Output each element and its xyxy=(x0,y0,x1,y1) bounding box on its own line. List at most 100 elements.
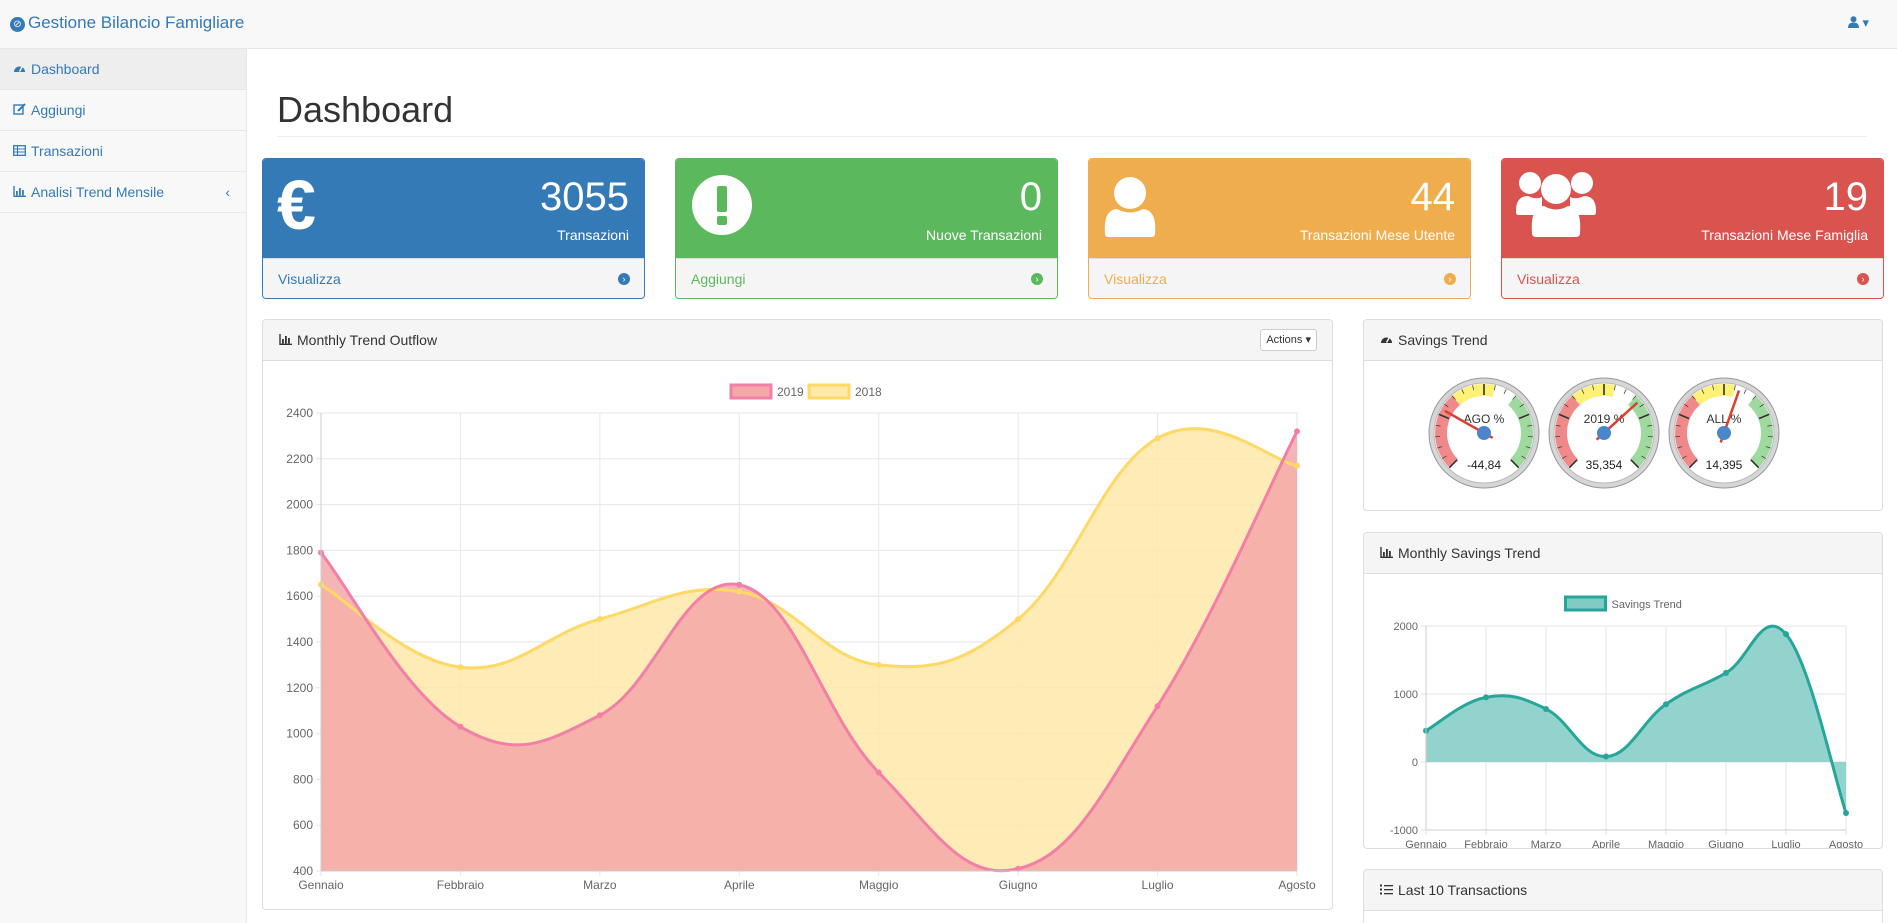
last-10-transactions-panel: Last 10 Transactions xyxy=(1363,869,1883,923)
x-tick-label: Agosto xyxy=(1829,839,1863,848)
monthly-savings-chart: -1000 0 1000 2000 Gennaio Febbraio Marzo Aprile… xyxy=(1390,595,1863,848)
x-tick-label: Aprile xyxy=(1592,839,1620,848)
arrow-circle-right-icon: › xyxy=(618,273,630,285)
divider xyxy=(277,136,1867,137)
stat-link-visualizza[interactable]: Visualizza › xyxy=(1502,258,1883,298)
gauge-value: 35,354 xyxy=(1586,458,1623,472)
x-tick-label: Agosto xyxy=(1278,878,1316,892)
stat-link-visualizza[interactable]: Visualizza › xyxy=(1089,258,1470,298)
dashboard-icon xyxy=(13,50,31,90)
outflow-chart: 400 600 800 1000 1200 1400 1600 1800 2000 2200 240… xyxy=(286,383,1316,892)
stat-card-transazioni-mese-utente: 44 Transazioni Mese Utente Visualizza › xyxy=(1088,158,1471,299)
y-tick-label: 2400 xyxy=(286,406,313,420)
series-area-2019 xyxy=(321,431,1297,871)
gauge-tick xyxy=(1701,389,1705,394)
y-tick-label: 600 xyxy=(293,818,313,832)
data-point xyxy=(1294,428,1300,435)
gauge-tick xyxy=(1639,403,1644,408)
x-tick-label: Maggio xyxy=(859,878,899,892)
stat-label: Transazioni xyxy=(557,227,629,243)
legend-swatch xyxy=(729,383,773,400)
stat-card-nuove-transazioni: 0 Nuove Transazioni Aggiungi › xyxy=(675,158,1058,299)
gauge-tick xyxy=(1641,455,1646,459)
gauge-tick xyxy=(1564,403,1569,408)
gauge-tick xyxy=(1435,424,1441,427)
user-icon xyxy=(1847,16,1859,28)
gauge-tick xyxy=(1761,455,1766,459)
actions-dropdown-button[interactable]: Actions ▾ xyxy=(1260,329,1317,351)
gauge-tick xyxy=(1688,459,1698,469)
stat-value: 0 xyxy=(1019,175,1042,219)
stat-link-visualizza[interactable]: Visualizza › xyxy=(263,258,644,298)
brand-link[interactable]: ⊘ Gestione Bilancio Famigliare xyxy=(10,13,244,33)
y-tick-label: -1000 xyxy=(1390,825,1418,837)
gauge-tick xyxy=(1632,395,1637,400)
sidebar-item-aggiungi[interactable]: Aggiungi xyxy=(0,90,246,131)
x-tick-label: Marzo xyxy=(583,878,617,892)
panel-title: Monthly Trend Outflow xyxy=(297,332,438,348)
gauge-tick xyxy=(1527,424,1533,427)
gauge: 2019 %35,354 xyxy=(1548,377,1660,489)
svg-text:€: € xyxy=(277,171,316,241)
sidebar-item-dashboard[interactable]: Dashboard xyxy=(0,49,246,90)
y-tick-label: 1200 xyxy=(286,681,313,695)
gauge-tick xyxy=(1623,389,1627,394)
sidebar: Dashboard Aggiungi Transazioni Analisi T… xyxy=(0,49,247,923)
users-icon xyxy=(1516,172,1596,237)
data-point xyxy=(1154,703,1161,710)
actions-label: Actions xyxy=(1266,334,1303,346)
caret-down-icon: ▾ xyxy=(1305,334,1311,346)
gauge: ALL % 14,395 xyxy=(1668,377,1780,489)
stat-link-label: Visualizza xyxy=(278,271,341,287)
x-tick-label: Febbraio xyxy=(1464,839,1507,848)
gauge-tick xyxy=(1638,413,1650,420)
gauge-tick xyxy=(1752,395,1757,400)
gauge-hub xyxy=(1477,426,1491,440)
panel-heading: Last 10 Transactions xyxy=(1364,870,1882,911)
data-point xyxy=(875,661,882,668)
y-tick-label: 800 xyxy=(293,772,313,786)
series-line-savings-trend xyxy=(1425,624,1848,814)
stat-link-label: Aggiungi xyxy=(691,271,746,287)
gauge-tick xyxy=(1437,446,1443,449)
y-tick-label: 1000 xyxy=(286,727,313,741)
gauge-tick xyxy=(1555,424,1561,427)
data-point xyxy=(1483,694,1489,701)
stat-card-transazioni-mese-famiglia: 19 Transazioni Mese Famiglia Visualizza … xyxy=(1501,158,1884,299)
data-point xyxy=(596,616,603,623)
y-tick-label: 2000 xyxy=(1394,621,1418,633)
user-dropdown-toggle[interactable]: ▾ xyxy=(1847,15,1869,31)
legend-label: 2018 xyxy=(855,385,882,399)
gauge-tick xyxy=(1592,385,1595,391)
list-icon xyxy=(1380,871,1398,911)
bar-chart-icon xyxy=(13,173,31,213)
stat-label: Transazioni Mese Utente xyxy=(1299,227,1455,243)
arrow-circle-right-icon: › xyxy=(1857,273,1869,285)
x-tick-label: Gennaio xyxy=(298,878,344,892)
sidebar-item-label: Analisi Trend Mensile xyxy=(31,184,165,200)
gauge-tick xyxy=(1562,455,1567,459)
monthly-trend-outflow-panel: Monthly Trend Outflow Actions ▾ 400 600 80… xyxy=(262,319,1333,910)
x-tick-label: Luglio xyxy=(1771,839,1800,848)
series-area-savings-trend xyxy=(1426,626,1846,813)
stat-value: 19 xyxy=(1823,175,1869,219)
sidebar-item-analisi-trend-mensile[interactable]: Analisi Trend Mensile ‹ xyxy=(0,172,246,213)
gauge-tick xyxy=(1645,446,1651,449)
gauge-band-green xyxy=(1748,395,1773,468)
sidebar-item-transazioni[interactable]: Transazioni xyxy=(0,131,246,172)
dashboard-icon xyxy=(1380,321,1398,361)
y-tick-label: 2000 xyxy=(286,498,313,512)
gauge-band-red xyxy=(1435,395,1460,468)
gauge-tick xyxy=(1581,389,1585,394)
stat-value: 3055 xyxy=(540,175,629,219)
brand-label: Gestione Bilancio Famigliare xyxy=(28,13,245,32)
data-point xyxy=(1663,701,1669,708)
gauge-tick xyxy=(1743,389,1747,394)
table-icon xyxy=(13,132,31,172)
savings-trend-panel: Savings Trend AGO % -44,84 2019 % 35,354 ALL… xyxy=(1363,319,1883,511)
y-tick-label: 1600 xyxy=(286,589,313,603)
chevron-left-icon[interactable]: ‹ xyxy=(225,184,230,200)
stat-link-aggiungi[interactable]: Aggiungi › xyxy=(676,258,1057,298)
gauge-tick xyxy=(1451,395,1456,400)
gauge-tick xyxy=(1682,455,1687,459)
